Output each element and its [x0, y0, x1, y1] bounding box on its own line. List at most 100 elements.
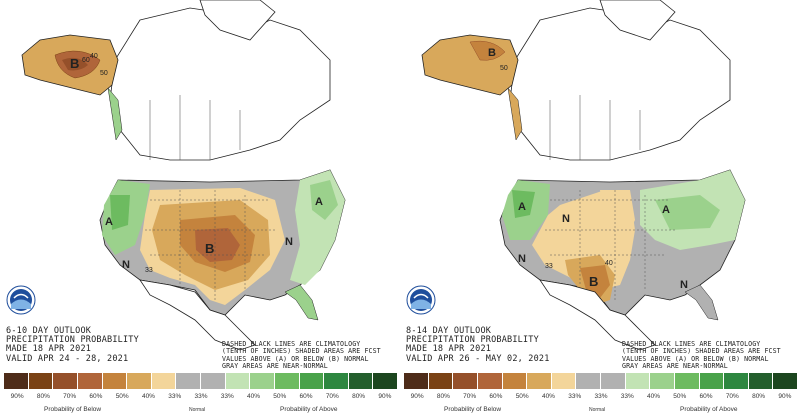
legend-percent-label: 50%: [115, 393, 129, 400]
outlook-panel-8-14: B B A A N N N 40 50 33 8-14 DAY OUTLOOK …: [400, 0, 800, 417]
probability-legend-6-10: 90% 80% 70% 60% 50% 40% 33% 33% 33% 40% 50% 60% 70% 8…: [4, 373, 398, 417]
legend-percent-label: 60%: [299, 393, 313, 400]
outlook-valid-range: VALID APR 24 - 28, 2021: [6, 353, 129, 364]
noaa-logo: [6, 285, 36, 315]
legend-swatch: [299, 373, 325, 389]
legend-percent-label: 70%: [725, 393, 739, 400]
legend-swatch: [748, 373, 774, 389]
legend-swatch: [576, 373, 601, 389]
precip-map-8-14: B B A A N N N 40 50 33: [421, 0, 746, 351]
label-a-west: A: [518, 201, 526, 213]
legend-swatch: [699, 373, 725, 389]
legend-swatch: [601, 373, 626, 389]
legend-swatch: [225, 373, 251, 389]
mexico-outline: [539, 279, 656, 351]
legend-normal-title: Normal: [189, 407, 206, 413]
contour-label-33: 33: [545, 263, 553, 270]
legend-swatch: [324, 373, 349, 389]
legend-swatches: [4, 373, 398, 389]
outlook-info-8-14: 8-14 DAY OUTLOOK PRECIPITATION PROBABILI…: [406, 326, 550, 364]
legend-percent-label: 80%: [36, 393, 50, 400]
legend-swatch: [127, 373, 152, 389]
legend-percent-row: 90% 80% 70% 60% 50% 40% 33% 33% 33% 40% 50% 60% 70% 8…: [4, 393, 398, 403]
contour-label-40: 40: [90, 53, 98, 60]
label-a-west: A: [105, 216, 113, 228]
contour-label-60: 60: [82, 57, 90, 64]
legend-percent-label: 90%: [378, 393, 392, 400]
contour-label-50: 50: [500, 65, 508, 72]
legend-swatch: [28, 373, 54, 389]
legend-swatch: [674, 373, 700, 389]
legend-percent-label: 90%: [10, 393, 24, 400]
label-n-plains: N: [562, 213, 570, 225]
legend-above-title: Probability of Above: [280, 406, 338, 413]
legend-percent-label: 40%: [647, 393, 661, 400]
outlook-title: 6-10 DAY OUTLOOK: [6, 326, 92, 336]
legend-percent-label: 60%: [489, 393, 503, 400]
legend-percent-label: 33%: [220, 393, 234, 400]
legend-swatch: [551, 373, 577, 389]
label-b-alaska: B: [488, 47, 496, 59]
noaa-logo: [406, 285, 436, 315]
legend-percent-label: 40%: [541, 393, 555, 400]
legend-swatch: [453, 373, 478, 389]
contour-label-50: 50: [100, 70, 108, 77]
greenland-outline: [599, 0, 676, 41]
legend-swatch: [77, 373, 103, 389]
outlook-made-date: MADE 18 APR 2021: [406, 344, 492, 355]
legend-percent-row: 90% 80% 70% 60% 50% 40% 33% 33% 33% 40% 50% 60% 70% 8…: [404, 393, 798, 403]
legend-swatch: [502, 373, 528, 389]
legend-percent-label: 33%: [168, 393, 182, 400]
label-n-west: N: [518, 253, 526, 265]
outlook-subtitle: PRECIPITATION PROBABILITY: [6, 335, 139, 346]
legend-swatch: [201, 373, 226, 389]
legend-swatch: [773, 373, 798, 389]
label-a-east: A: [662, 204, 670, 216]
legend-percent-label: 50%: [673, 393, 687, 400]
outlook-info-6-10: 6-10 DAY OUTLOOK PRECIPITATION PROBABILI…: [6, 326, 139, 364]
legend-percent-label: 60%: [699, 393, 713, 400]
legend-swatch: [250, 373, 275, 389]
legend-swatch: [650, 373, 675, 389]
legend-percent-label: 80%: [752, 393, 766, 400]
legend-percent-label: 90%: [410, 393, 424, 400]
canada-outline: [509, 7, 731, 161]
legend-swatch: [53, 373, 78, 389]
label-b-alaska: B: [70, 56, 79, 71]
legend-swatch: [274, 373, 300, 389]
label-n-southeast: N: [680, 279, 688, 291]
label-b-texas: B: [589, 274, 598, 289]
outlook-subtitle: PRECIPITATION PROBABILITY: [406, 335, 539, 346]
legend-percent-label: 33%: [620, 393, 634, 400]
legend-percent-label: 70%: [463, 393, 477, 400]
probability-legend-8-14: 90% 80% 70% 60% 50% 40% 33% 33% 33% 40% 50% 60% 70% 8…: [404, 373, 798, 417]
legend-swatch: [724, 373, 749, 389]
map-notes-8-14: DASHED BLACK LINES ARE CLIMATOLOGY (TENT…: [622, 341, 781, 371]
legend-swatch: [348, 373, 374, 389]
legend-percent-label: 33%: [594, 393, 608, 400]
legend-percent-label: 33%: [194, 393, 208, 400]
contour-label-40: 40: [605, 260, 613, 267]
legend-percent-label: 80%: [352, 393, 366, 400]
map-notes-6-10: DASHED BLACK LINES ARE CLIMATOLOGY (TENT…: [222, 341, 381, 371]
legend-swatch: [176, 373, 201, 389]
legend-swatch: [477, 373, 503, 389]
legend-normal-title: Normal: [589, 407, 606, 413]
legend-percent-label: 70%: [63, 393, 77, 400]
legend-swatch: [428, 373, 454, 389]
precip-map-6-10: B B A A N N 40 50 60 33: [21, 0, 346, 351]
legend-swatch: [102, 373, 128, 389]
legend-percent-label: 40%: [141, 393, 155, 400]
mexico-outline: [139, 279, 256, 351]
legend-swatch: [151, 373, 177, 389]
outlook-panel-6-10: B B A A N N 40 50 60 33 6-10 DAY OUTLOOK…: [4, 0, 398, 417]
legend-percent-label: 90%: [778, 393, 792, 400]
contour-label-33: 33: [145, 267, 153, 274]
legend-swatches: [404, 373, 798, 389]
label-a-east: A: [315, 196, 323, 208]
legend-swatch: [4, 373, 29, 389]
legend-above-title: Probability of Above: [680, 406, 738, 413]
legend-percent-label: 80%: [436, 393, 450, 400]
legend-below-title: Probability of Below: [44, 406, 102, 413]
legend-percent-label: 70%: [325, 393, 339, 400]
